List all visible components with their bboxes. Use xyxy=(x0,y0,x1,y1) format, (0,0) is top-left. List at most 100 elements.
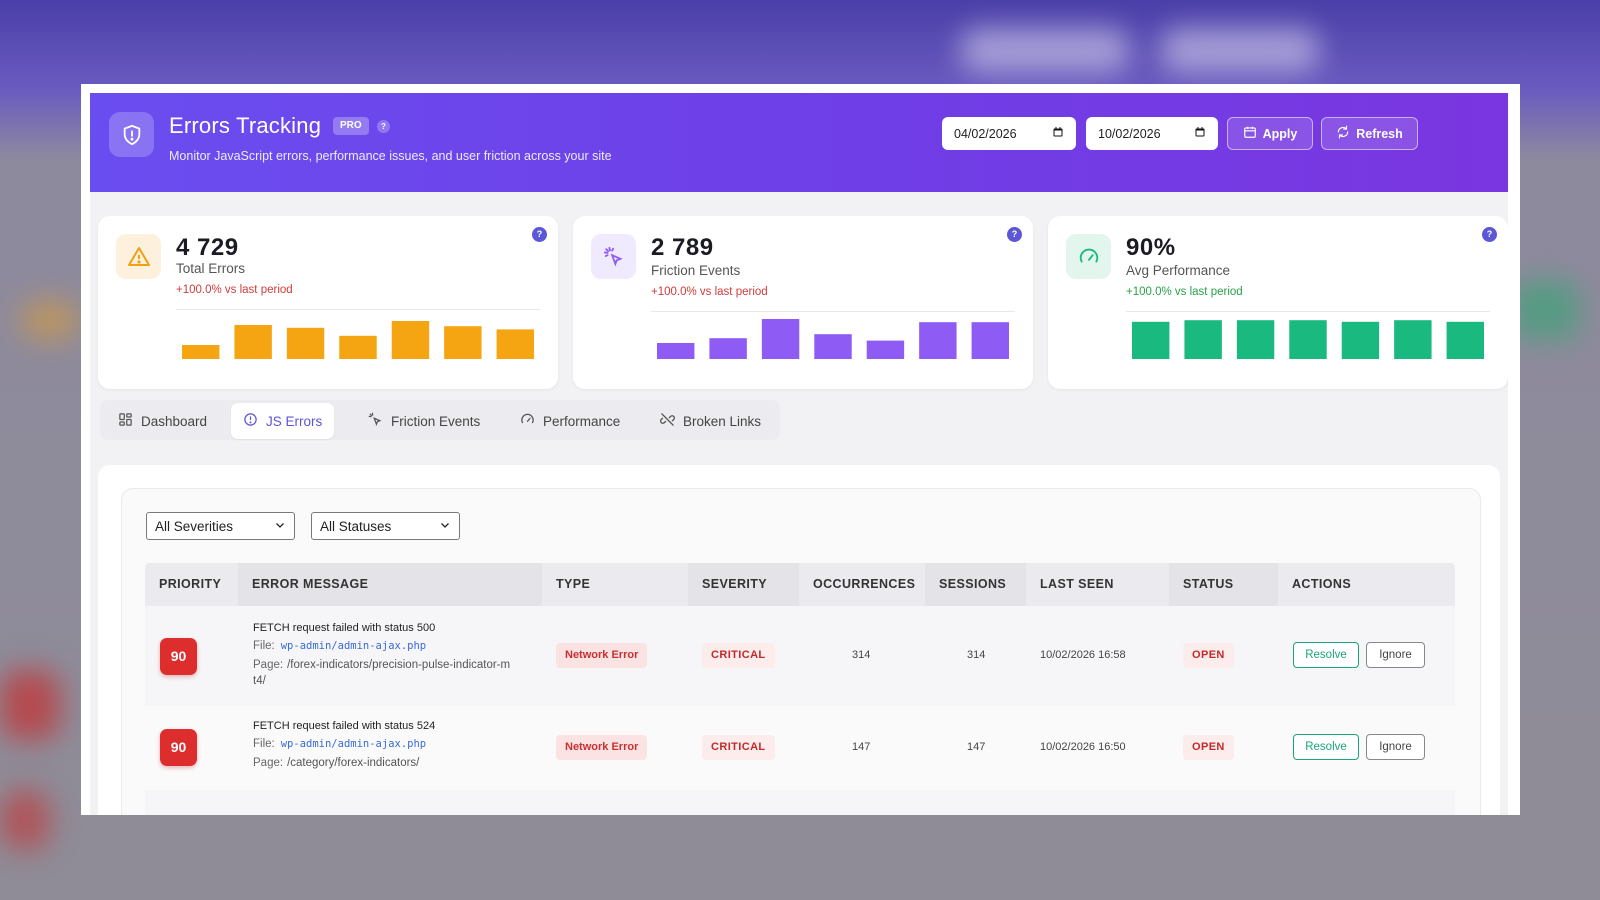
column-header[interactable]: TYPE xyxy=(556,577,591,591)
tab-friction-events[interactable]: Friction Events xyxy=(356,403,492,439)
column-header[interactable]: STATUS xyxy=(1169,563,1278,606)
error-message: FETCH request failed with status 524 xyxy=(253,720,436,732)
help-icon[interactable]: ? xyxy=(532,227,547,242)
column-header[interactable]: OCCURRENCES xyxy=(813,577,916,591)
grid-icon xyxy=(118,412,133,430)
file-label: File: xyxy=(253,738,275,750)
stat-label: Friction Events xyxy=(651,263,741,278)
table-row: 90 FETCH request failed with status 500 … xyxy=(145,606,1455,706)
stat-value: 90% xyxy=(1126,234,1176,261)
calendar-icon[interactable] xyxy=(1194,126,1206,141)
date-from-input[interactable]: 04/02/2026 xyxy=(942,117,1076,150)
occurrences-count: 147 xyxy=(852,741,871,753)
ignore-button[interactable]: Ignore xyxy=(1366,734,1425,760)
sparkbar xyxy=(1446,321,1484,359)
gauge-icon xyxy=(1066,234,1111,279)
page-header: Errors Tracking PRO ? Monitor JavaScript… xyxy=(90,93,1508,192)
warning-icon xyxy=(116,234,161,279)
date-to-value: 10/02/2026 xyxy=(1098,126,1161,141)
cursor-click-icon xyxy=(591,234,636,279)
help-icon[interactable]: ? xyxy=(377,120,390,133)
tab-performance[interactable]: Performance xyxy=(508,403,632,439)
apply-label: Apply xyxy=(1262,126,1298,141)
sparkbar xyxy=(1236,320,1275,359)
calendar-icon[interactable] xyxy=(1052,126,1064,141)
stat-change: +100.0% vs last period xyxy=(176,284,293,296)
page-subtitle: Monitor JavaScript errors, performance i… xyxy=(169,149,612,163)
divider xyxy=(1126,311,1490,312)
date-to-input[interactable]: 10/02/2026 xyxy=(1086,117,1218,150)
refresh-button[interactable]: Refresh xyxy=(1321,117,1418,150)
page-path: /category/forex-indicators/ xyxy=(287,757,420,769)
apply-button[interactable]: Apply xyxy=(1227,117,1313,150)
last-seen: 10/02/2026 16:58 xyxy=(1040,649,1126,661)
sparkbar xyxy=(339,335,377,359)
sparkbar xyxy=(971,322,1009,359)
sparkbar xyxy=(444,326,482,359)
divider xyxy=(651,311,1015,312)
type-badge: Network Error xyxy=(556,643,648,668)
divider xyxy=(176,309,540,310)
page-path-continued: t4/ xyxy=(253,675,266,687)
sparkbar xyxy=(1184,320,1222,359)
status-filter-value: All Statuses xyxy=(320,518,392,534)
column-header[interactable]: ACTIONS xyxy=(1292,577,1352,591)
column-header[interactable]: SESSIONS xyxy=(925,563,1026,606)
tab-label: Dashboard xyxy=(141,413,208,429)
sparkbar xyxy=(234,325,272,359)
type-badge: Network Error xyxy=(556,735,648,760)
cursor-click-icon xyxy=(368,412,383,430)
tab-broken-links[interactable]: Broken Links xyxy=(648,403,773,439)
resolve-button[interactable]: Resolve xyxy=(1293,734,1359,760)
priority-badge: 90 xyxy=(160,729,197,766)
occurrences-count: 314 xyxy=(852,649,871,661)
ignore-button[interactable]: Ignore xyxy=(1366,642,1425,668)
sparkbar-chart xyxy=(182,321,534,359)
chevron-down-icon xyxy=(439,519,451,534)
resolve-button[interactable]: Resolve xyxy=(1293,642,1359,668)
status-filter-select[interactable]: All Statuses xyxy=(311,512,460,540)
sparkbar xyxy=(1289,320,1327,359)
sparkbar xyxy=(761,319,800,359)
stat-label: Total Errors xyxy=(176,261,246,276)
sessions-count: 147 xyxy=(967,741,986,753)
backdrop-blur xyxy=(0,790,50,850)
column-header[interactable]: SEVERITY xyxy=(688,563,799,606)
severity-filter-value: All Severities xyxy=(155,518,234,534)
sparkbar-chart xyxy=(657,319,1009,359)
tab-dashboard[interactable]: Dashboard xyxy=(106,403,219,439)
refresh-label: Refresh xyxy=(1356,126,1403,141)
page-title: Errors Tracking xyxy=(169,113,322,138)
column-header[interactable]: PRIORITY xyxy=(159,577,222,591)
help-icon[interactable]: ? xyxy=(1482,227,1497,242)
sparkbar xyxy=(709,338,747,359)
screenshot-frame: Errors Tracking PRO ? Monitor JavaScript… xyxy=(81,84,1520,815)
tab-js-errors[interactable]: JS Errors xyxy=(231,403,335,439)
backdrop-blur xyxy=(20,300,80,340)
sessions-count: 314 xyxy=(967,649,986,661)
sparkbar-chart xyxy=(1132,320,1484,359)
severity-filter-select[interactable]: All Severities xyxy=(146,512,295,540)
column-header[interactable]: LAST SEEN xyxy=(1040,577,1114,591)
alert-circle-icon xyxy=(243,412,258,430)
table-row: 90 FETCH request failed with status 524 … xyxy=(145,706,1455,790)
column-header[interactable]: ERROR MESSAGE xyxy=(238,563,542,606)
backdrop-blur xyxy=(960,28,1130,72)
table-row xyxy=(145,790,1455,815)
help-icon[interactable]: ? xyxy=(1007,227,1022,242)
pro-badge: PRO xyxy=(333,117,369,135)
date-from-value: 04/02/2026 xyxy=(954,126,1017,141)
severity-badge: CRITICAL xyxy=(702,643,775,668)
priority-badge: 90 xyxy=(160,638,197,675)
file-path[interactable]: wp-admin/admin-ajax.php xyxy=(280,738,427,750)
chevron-down-icon xyxy=(274,519,286,534)
error-file: File: wp-admin/admin-ajax.php xyxy=(253,738,426,750)
tab-bar: Dashboard JS Errors Friction Events Perf… xyxy=(100,400,780,440)
shield-icon xyxy=(109,112,154,157)
sparkbar xyxy=(814,334,852,359)
sparkbar xyxy=(182,345,220,359)
sparkbar xyxy=(919,322,957,359)
status-badge: OPEN xyxy=(1183,643,1234,668)
file-label: File: xyxy=(253,640,275,652)
file-path[interactable]: wp-admin/admin-ajax.php xyxy=(280,640,427,652)
